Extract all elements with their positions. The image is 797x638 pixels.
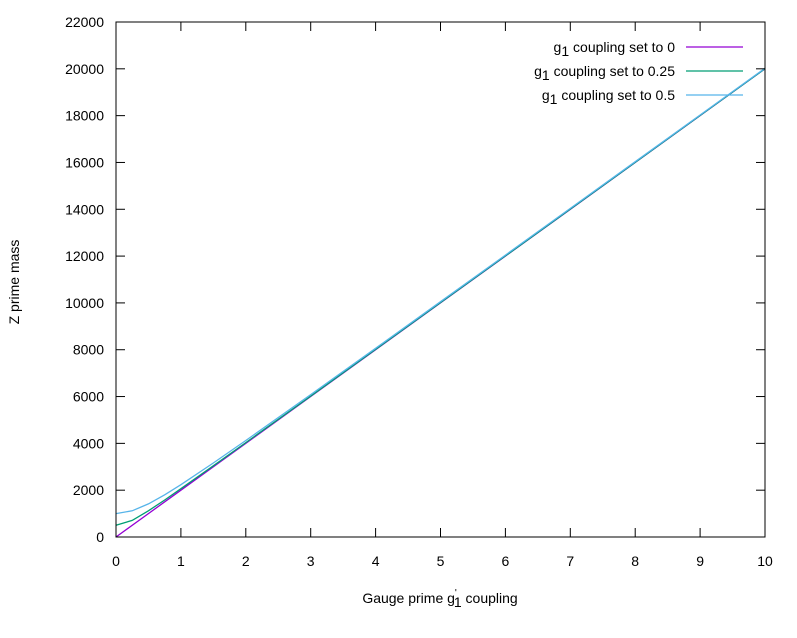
x-tick-label: 5 <box>437 553 445 569</box>
y-tick-label: 20000 <box>65 61 104 77</box>
x-tick-label: 1 <box>177 553 185 569</box>
x-tick-label: 4 <box>372 553 380 569</box>
x-tick-label: 3 <box>307 553 315 569</box>
y-tick-label: 6000 <box>73 389 104 405</box>
y-tick-label: 2000 <box>73 482 104 498</box>
y-tick-label: 14000 <box>65 201 104 217</box>
x-axis-label-subscript: 1 <box>454 594 462 610</box>
x-tick-label: 10 <box>757 553 773 569</box>
y-tick-label: 18000 <box>65 108 104 124</box>
x-tick-label: 2 <box>242 553 250 569</box>
y-tick-label: 10000 <box>65 295 104 311</box>
y-tick-label: 22000 <box>65 14 104 30</box>
y-tick-label: 0 <box>96 529 104 545</box>
y-tick-label: 8000 <box>73 342 104 358</box>
x-tick-label: 0 <box>112 553 120 569</box>
x-tick-label: 8 <box>631 553 639 569</box>
x-axis-label-tail: coupling <box>462 590 518 606</box>
y-tick-label: 4000 <box>73 435 104 451</box>
y-tick-label: 16000 <box>65 154 104 170</box>
x-tick-label: 6 <box>502 553 510 569</box>
x-axis-label-main: Gauge prime g <box>362 590 455 606</box>
y-axis-label: Z prime mass <box>6 240 22 325</box>
x-tick-label: 9 <box>696 553 704 569</box>
x-tick-label: 7 <box>566 553 574 569</box>
y-tick-label: 12000 <box>65 248 104 264</box>
